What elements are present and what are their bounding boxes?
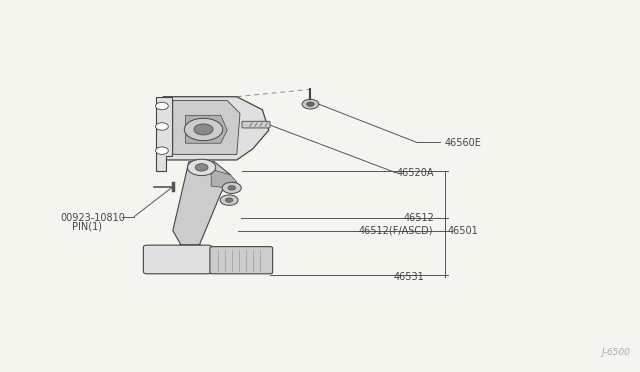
Circle shape bbox=[228, 186, 236, 190]
Polygon shape bbox=[211, 169, 237, 188]
Circle shape bbox=[195, 164, 208, 171]
Text: PIN(1): PIN(1) bbox=[72, 222, 102, 232]
Circle shape bbox=[302, 99, 319, 109]
Polygon shape bbox=[173, 162, 230, 247]
Circle shape bbox=[188, 159, 216, 176]
Text: 46501: 46501 bbox=[448, 226, 479, 235]
Polygon shape bbox=[156, 97, 172, 171]
Text: 46512: 46512 bbox=[403, 213, 434, 222]
FancyBboxPatch shape bbox=[242, 121, 270, 128]
Circle shape bbox=[156, 147, 168, 154]
Text: 46560E: 46560E bbox=[445, 138, 482, 148]
FancyBboxPatch shape bbox=[143, 245, 212, 274]
Circle shape bbox=[156, 102, 168, 110]
Polygon shape bbox=[186, 115, 227, 143]
Circle shape bbox=[222, 182, 241, 193]
Circle shape bbox=[220, 195, 238, 205]
Circle shape bbox=[225, 198, 233, 202]
Circle shape bbox=[194, 124, 213, 135]
Text: J-6500: J-6500 bbox=[602, 348, 630, 357]
Text: 00923-10810: 00923-10810 bbox=[61, 213, 125, 222]
Text: 46520A: 46520A bbox=[397, 168, 435, 178]
Circle shape bbox=[156, 123, 168, 130]
Circle shape bbox=[307, 102, 314, 106]
Circle shape bbox=[184, 118, 223, 141]
FancyBboxPatch shape bbox=[210, 247, 273, 274]
Text: 46512(F/ASCD): 46512(F/ASCD) bbox=[358, 226, 433, 235]
Text: 46531: 46531 bbox=[394, 272, 424, 282]
Polygon shape bbox=[173, 100, 240, 154]
Polygon shape bbox=[163, 97, 269, 160]
